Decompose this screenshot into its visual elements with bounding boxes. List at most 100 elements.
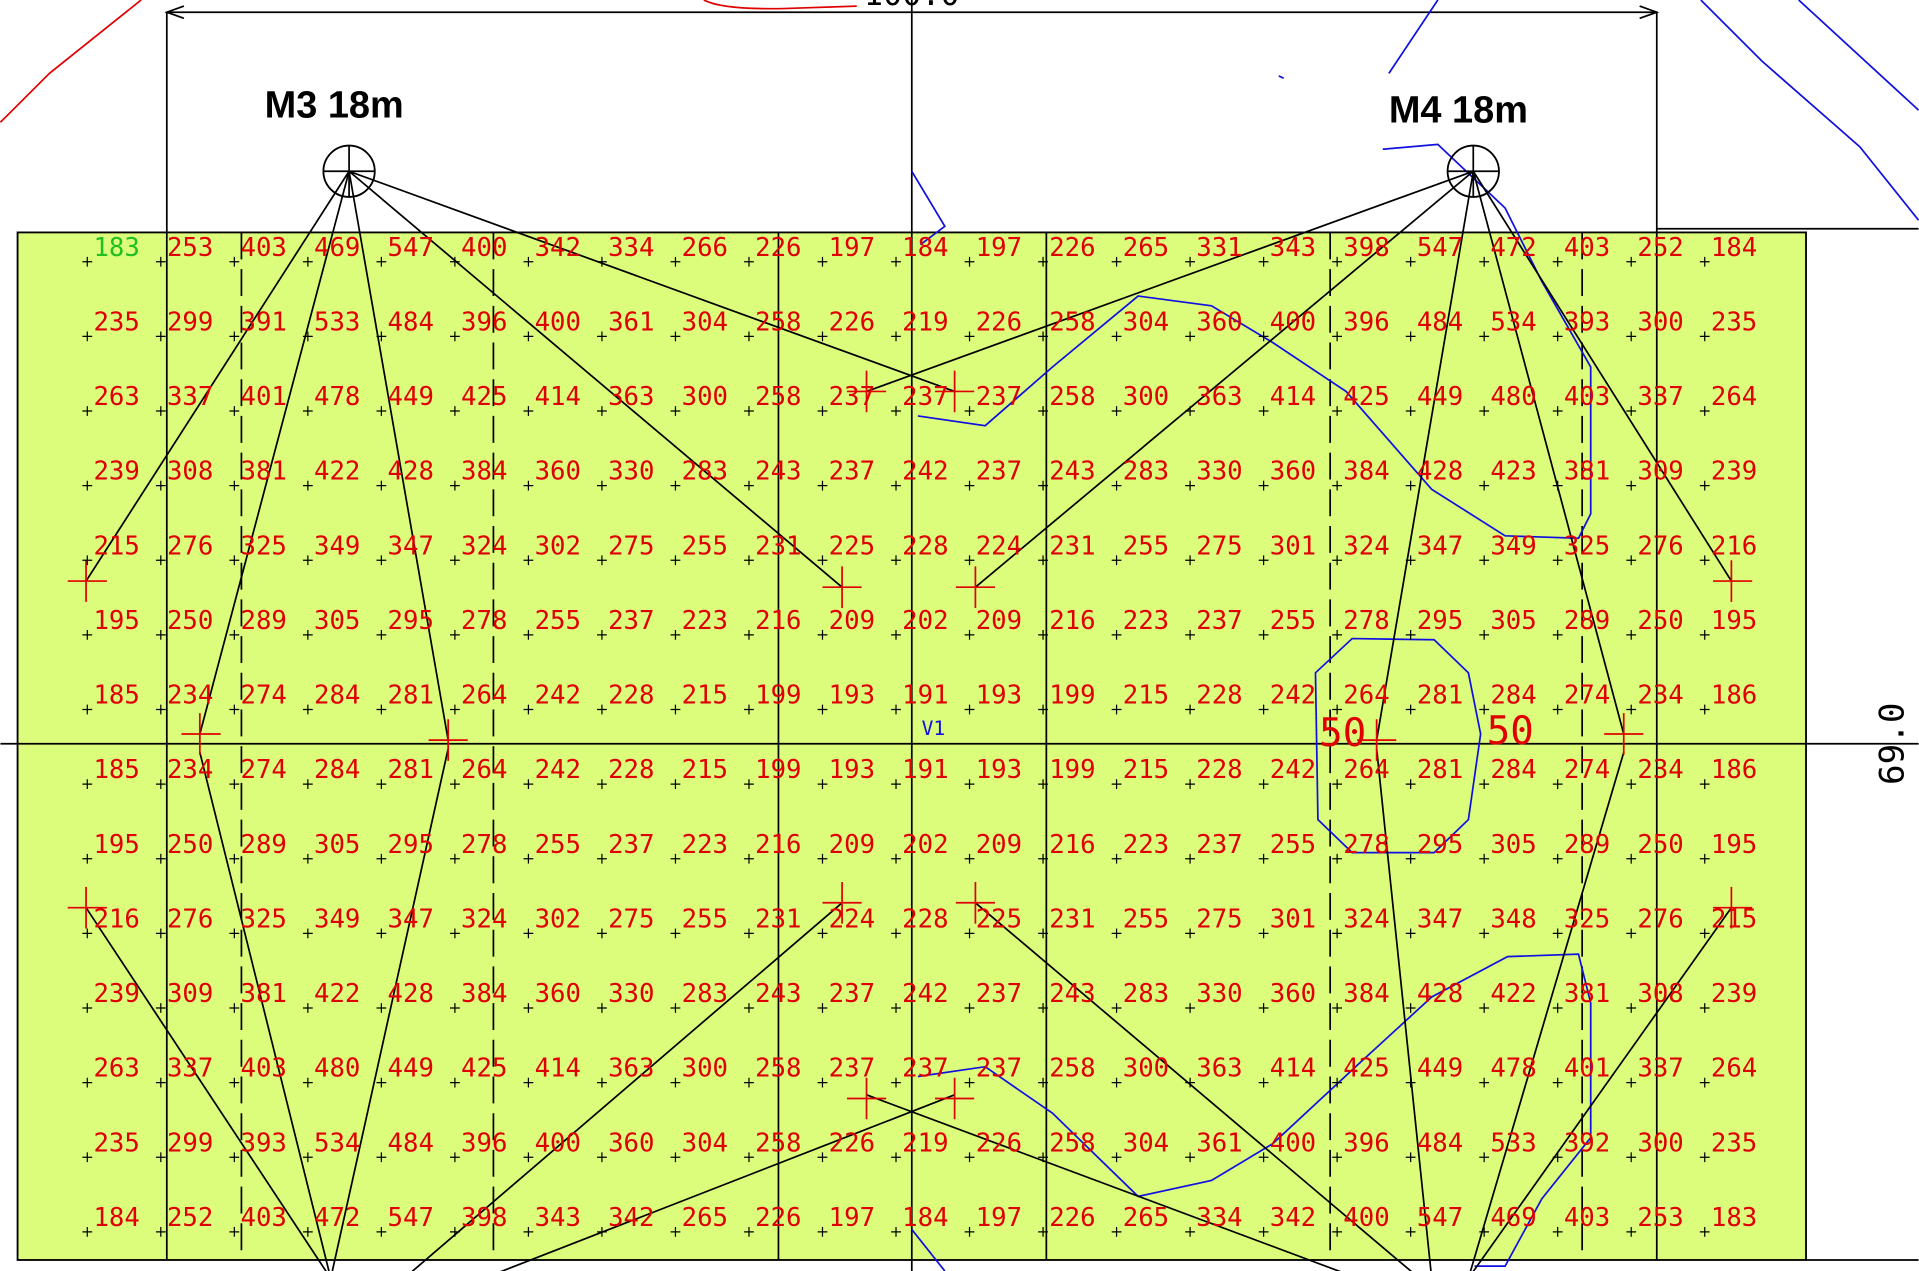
illuminance-value: 234	[167, 681, 213, 711]
illuminance-value: 301	[1270, 531, 1316, 561]
illuminance-value: 469	[1490, 1203, 1536, 1233]
grid-point	[376, 704, 387, 715]
illuminance-value: 360	[535, 979, 581, 1009]
grid-point	[964, 1226, 975, 1237]
illuminance-value: 250	[1637, 606, 1683, 636]
illuminance-value: 425	[461, 382, 507, 412]
grid-point	[744, 331, 754, 342]
grid-point	[891, 1003, 901, 1013]
illuminance-value: 392	[1564, 1128, 1610, 1158]
grid-point	[1038, 629, 1048, 640]
grid-point	[817, 1226, 828, 1237]
illuminance-value: 223	[1123, 830, 1169, 860]
illuminance-value: 199	[755, 755, 801, 785]
grid-point	[302, 555, 313, 566]
illuminance-value: 547	[1417, 1203, 1463, 1233]
grid-point	[1405, 629, 1416, 640]
grid-point	[744, 1077, 754, 1088]
grid-point	[302, 1152, 313, 1163]
grid-point	[1626, 704, 1637, 715]
grid-point	[1185, 928, 1195, 939]
illuminance-value: 384	[1343, 979, 1389, 1009]
grid-point	[229, 1152, 240, 1163]
grid-point	[523, 1226, 534, 1237]
grid-point	[1552, 704, 1563, 715]
grid-point	[82, 1152, 93, 1163]
illuminance-value: 255	[682, 904, 728, 934]
grid-point	[744, 1226, 754, 1237]
grid-point	[1626, 480, 1637, 491]
grid-point	[229, 331, 240, 342]
grid-point	[302, 480, 313, 491]
illuminance-value: 295	[388, 830, 434, 860]
illuminance-value: 423	[1490, 457, 1536, 487]
grid-point	[1552, 1226, 1563, 1237]
grid-point	[1185, 1077, 1195, 1088]
grid-point	[1405, 704, 1416, 715]
contour-label: 50	[1319, 711, 1366, 756]
grid-point	[1038, 1077, 1048, 1088]
illuminance-value: 186	[1711, 681, 1757, 711]
grid-point	[523, 928, 534, 939]
grid-point	[1552, 928, 1563, 939]
illuminance-value: 209	[829, 606, 875, 636]
grid-point	[302, 704, 313, 715]
grid-point	[891, 555, 901, 566]
illuminance-value: 243	[755, 457, 801, 487]
illuminance-value: 216	[755, 830, 801, 860]
grid-point	[1332, 555, 1343, 566]
illuminance-value: 381	[241, 979, 287, 1009]
grid-point	[1405, 853, 1416, 864]
grid-point	[964, 480, 975, 491]
illuminance-value: 237	[976, 1054, 1022, 1084]
illuminance-value: 281	[1417, 681, 1463, 711]
illuminance-value: 414	[535, 1054, 581, 1084]
illuminance-value: 304	[1123, 1128, 1169, 1158]
grid-point	[817, 406, 828, 416]
grid-point	[449, 704, 460, 715]
grid-point	[670, 779, 681, 790]
illuminance-value: 363	[608, 1054, 654, 1084]
illuminance-value: 231	[1049, 904, 1095, 934]
grid-point	[302, 1003, 313, 1013]
illuminance-value: 278	[1343, 830, 1389, 860]
grid-point	[1699, 1003, 1710, 1013]
grid-point	[1405, 779, 1416, 790]
grid-point	[523, 555, 534, 566]
grid-point	[155, 1152, 166, 1163]
grid-point	[1258, 1003, 1269, 1013]
grid-point	[1405, 256, 1416, 267]
illuminance-value: 184	[93, 1203, 139, 1233]
illuminance-value: 258	[755, 307, 801, 337]
grid-point	[1405, 1152, 1416, 1163]
value-grid: 183 253 403 469 547 400 342 334 266 226 197 184 197 2…	[82, 233, 1757, 1237]
grid-point	[523, 406, 534, 416]
grid-point	[1626, 1003, 1637, 1013]
grid-point	[376, 629, 387, 640]
grid-point	[1626, 555, 1637, 566]
grid-point	[597, 331, 607, 342]
grid-point	[229, 853, 240, 864]
illuminance-value: 255	[1270, 606, 1316, 636]
illuminance-value: 309	[167, 979, 213, 1009]
grid-point	[891, 256, 901, 267]
illuminance-value: 226	[976, 307, 1022, 337]
illuminance-value: 347	[1417, 904, 1463, 934]
grid-point	[964, 406, 975, 416]
grid-point	[597, 704, 607, 715]
grid-point	[376, 331, 387, 342]
illuminance-value: 305	[314, 606, 360, 636]
illuminance-value: 264	[461, 755, 507, 785]
grid-point	[1258, 256, 1269, 267]
grid-point	[1185, 480, 1195, 491]
illuminance-value: 302	[535, 531, 581, 561]
illuminance-value: 449	[388, 1054, 434, 1084]
grid-point	[1699, 779, 1710, 790]
grid-point	[1552, 853, 1563, 864]
illuminance-value: 381	[1564, 979, 1610, 1009]
illuminance-value: 274	[241, 681, 287, 711]
illuminance-value: 300	[1123, 382, 1169, 412]
illuminance-value: 422	[314, 457, 360, 487]
illuminance-value: 215	[1711, 904, 1757, 934]
